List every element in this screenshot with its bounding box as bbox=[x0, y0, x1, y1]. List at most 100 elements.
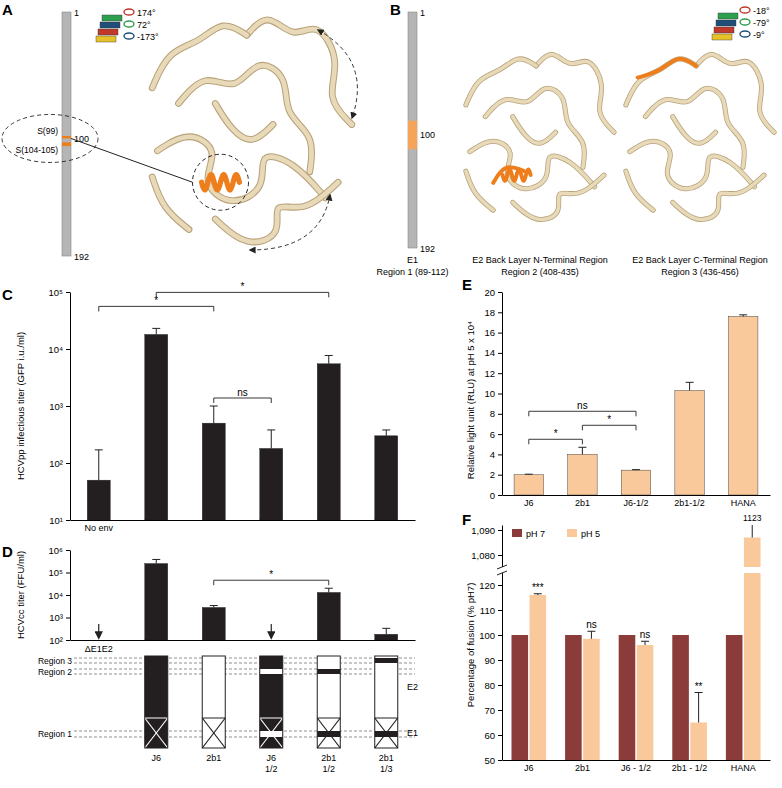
sequence-bar bbox=[62, 12, 71, 256]
y-tick: 10⁴ bbox=[48, 344, 70, 355]
orientation-block bbox=[102, 15, 122, 21]
ribbon bbox=[485, 88, 584, 167]
ribbon bbox=[696, 55, 774, 133]
x-tick: J6-1/2 bbox=[623, 495, 648, 508]
rotation-label: -173° bbox=[137, 32, 159, 42]
y-tick-mark bbox=[498, 454, 502, 455]
x-axis-line bbox=[503, 495, 771, 496]
ribbon bbox=[152, 26, 247, 88]
construct-outline bbox=[375, 656, 398, 748]
region-label: Region 1 bbox=[38, 729, 72, 739]
region-guide bbox=[74, 663, 415, 664]
y-tick: 10¹ bbox=[49, 515, 70, 526]
significance-label: *** bbox=[532, 582, 544, 593]
domain-divider bbox=[375, 718, 398, 719]
panel-label: B bbox=[390, 1, 401, 18]
x-tick-label: HANA bbox=[731, 498, 756, 508]
panel-label: A bbox=[2, 1, 13, 18]
bar bbox=[672, 635, 689, 760]
plot-area bbox=[511, 525, 760, 760]
ribbon bbox=[513, 117, 556, 144]
y-tick: 6 bbox=[490, 429, 502, 440]
plot-area bbox=[145, 559, 398, 640]
bar bbox=[260, 448, 283, 520]
error-cap bbox=[534, 593, 542, 594]
swapped-region bbox=[375, 731, 398, 737]
chart-f: F50607080901001101201,0801,090Percentage… bbox=[462, 448, 771, 774]
helix-outline bbox=[193, 154, 249, 210]
domain-label: E2 bbox=[407, 682, 418, 692]
region-highlight bbox=[408, 121, 417, 149]
y-tick: 10 bbox=[484, 388, 502, 399]
construct-outline bbox=[260, 656, 283, 748]
legend-label: pH 7 bbox=[526, 529, 545, 539]
y-tick-label: 60 bbox=[484, 730, 495, 741]
error-cap bbox=[525, 474, 533, 475]
figure: A1100192S(99)S(104-105)174°72°-173°B1100… bbox=[0, 0, 782, 788]
y-axis: 10²10³10⁴10⁵10⁶ bbox=[48, 545, 70, 646]
y-tick-label: 10 bbox=[484, 388, 495, 399]
ribbon bbox=[247, 20, 352, 125]
y-tick-mark bbox=[498, 555, 502, 556]
highlight-ribbon bbox=[493, 167, 524, 183]
error-cap bbox=[686, 382, 694, 383]
y-tick-label: 80 bbox=[484, 680, 495, 691]
ribbon-edge bbox=[645, 88, 744, 167]
error-cap bbox=[695, 692, 703, 693]
bar bbox=[619, 635, 636, 760]
not-detected-arrow bbox=[271, 624, 272, 638]
construct-cross bbox=[145, 718, 168, 748]
protein-a bbox=[152, 20, 352, 242]
ribbon-edge bbox=[673, 175, 764, 219]
y-tick: 20 bbox=[484, 287, 502, 298]
y-tick-label: 8 bbox=[490, 408, 495, 419]
ribbon bbox=[626, 59, 696, 105]
y-tick-mark bbox=[66, 573, 70, 574]
y-tick: 1,080 bbox=[471, 550, 502, 561]
x-axis bbox=[71, 640, 416, 642]
rotation-glyph bbox=[124, 9, 134, 15]
y-tick: 100 bbox=[479, 630, 502, 641]
rotation-label: -18° bbox=[753, 6, 770, 16]
region-guide bbox=[74, 737, 415, 738]
ribbon bbox=[466, 59, 536, 105]
y-tick-label: 10⁴ bbox=[48, 344, 63, 355]
x-axis-line bbox=[71, 520, 416, 521]
highlight-ribbon bbox=[202, 175, 240, 190]
ribbon bbox=[179, 65, 312, 171]
y-tick-mark bbox=[498, 353, 502, 354]
x-tick: J6 bbox=[524, 495, 534, 508]
error-cap bbox=[210, 406, 218, 407]
site-label: S(99) bbox=[37, 126, 58, 136]
error-cap bbox=[152, 328, 160, 329]
error-cap bbox=[632, 469, 640, 470]
y-tick-label: 10² bbox=[49, 458, 63, 469]
ribbon bbox=[215, 104, 273, 140]
error-cap bbox=[739, 314, 747, 315]
x-tick-label: J6 bbox=[524, 763, 534, 773]
orientation-block bbox=[714, 27, 734, 33]
y-tick-mark bbox=[66, 550, 70, 551]
x-tick: 2b1 bbox=[575, 495, 590, 508]
bar bbox=[728, 316, 757, 495]
y-tick: 10⁴ bbox=[48, 590, 70, 601]
ribbon-edge bbox=[152, 177, 189, 230]
y-tick-label: 0 bbox=[490, 490, 495, 501]
site-stripe bbox=[62, 136, 71, 138]
ribbon bbox=[536, 55, 614, 133]
error-bar bbox=[271, 430, 272, 448]
x-tick: 2b1-1/2 bbox=[674, 495, 705, 508]
x-tick-label: 2b1 bbox=[575, 763, 590, 773]
bar bbox=[202, 423, 225, 520]
annotation: 1123 bbox=[743, 513, 762, 523]
y-tick-mark bbox=[498, 394, 502, 395]
y-tick-label: 10³ bbox=[49, 401, 63, 412]
panel-b: B1100192-18°-79°-9°E1Region 1 (89-112)E2… bbox=[377, 1, 770, 277]
y-tick: 10⁵ bbox=[48, 287, 70, 298]
error-bar bbox=[328, 355, 329, 363]
domain-divider bbox=[202, 718, 225, 719]
y-tick-mark bbox=[498, 660, 502, 661]
y-tick-label: 12 bbox=[484, 368, 495, 379]
significance-bracket bbox=[214, 398, 272, 403]
error-bar bbox=[645, 641, 646, 645]
